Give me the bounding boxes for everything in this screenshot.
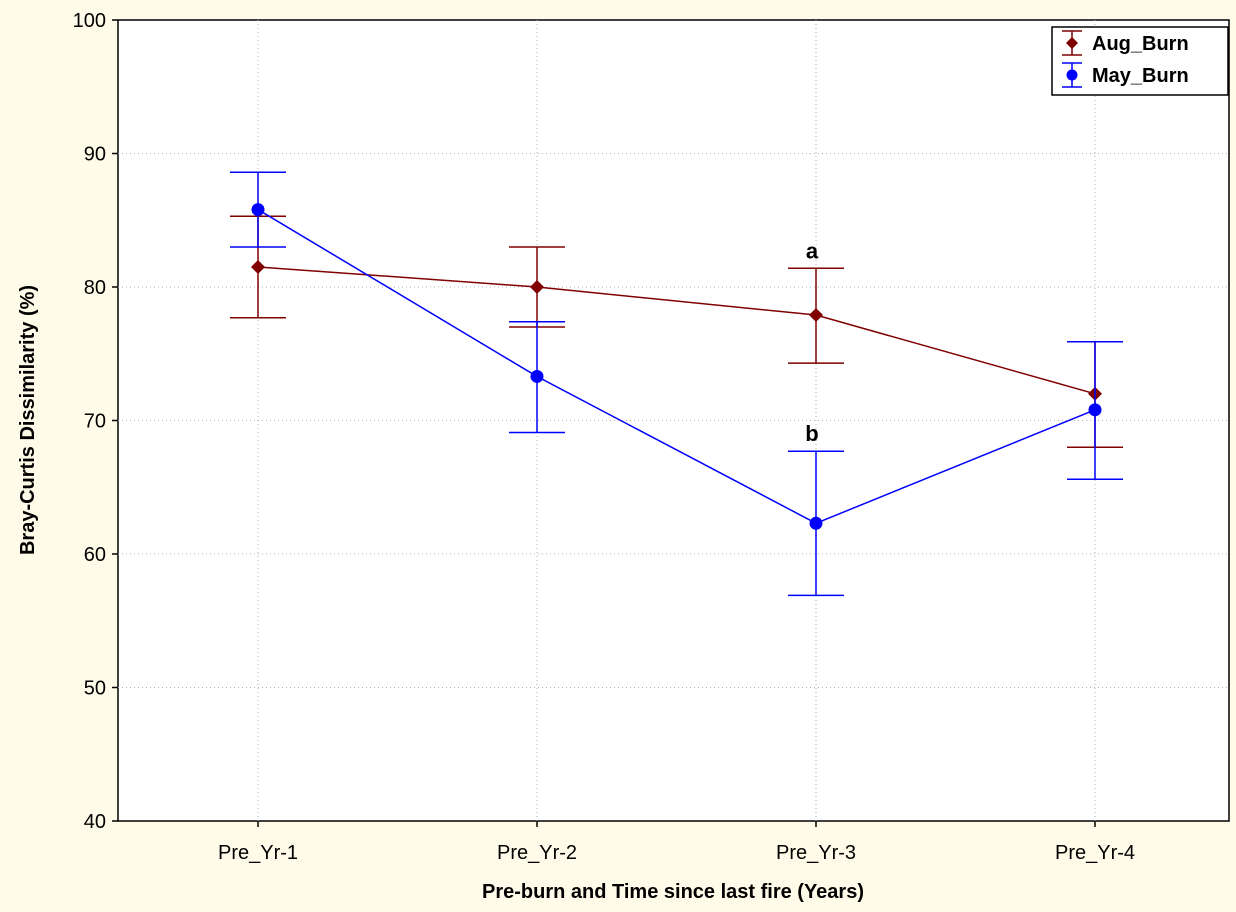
legend-label: Aug_Burn bbox=[1092, 33, 1189, 55]
data-point bbox=[809, 516, 823, 530]
x-axis-title: Pre-burn and Time since last fire (Years… bbox=[482, 881, 864, 903]
axes: 40 50 60 70 80 90 100 Pre_Yr-1 Pre_Yr-2 Pre_Yr-3 P… bbox=[73, 10, 1135, 864]
data-point bbox=[251, 259, 265, 274]
data-point bbox=[530, 369, 544, 383]
annotation-label: a bbox=[806, 238, 819, 263]
y-axis-title: Bray-Curtis Dissimilarity (%) bbox=[17, 285, 39, 555]
plot-area bbox=[117, 19, 1230, 822]
data-point bbox=[809, 308, 823, 323]
y-tick-label: 70 bbox=[84, 411, 106, 433]
x-tick-label: Pre_Yr-2 bbox=[497, 842, 577, 864]
series bbox=[230, 171, 1123, 597]
legend-marker bbox=[1066, 69, 1078, 81]
annotations: ab bbox=[805, 238, 819, 446]
series-may-burn bbox=[230, 171, 1123, 597]
data-point bbox=[251, 203, 265, 217]
y-tick-label: 50 bbox=[84, 678, 106, 700]
y-tick-label: 80 bbox=[84, 277, 106, 299]
legend: Aug_Burn May_Burn bbox=[1051, 26, 1229, 96]
data-point bbox=[530, 280, 544, 294]
series-line-aug-burn bbox=[257, 266, 1096, 395]
x-tick-label: Pre_Yr-3 bbox=[776, 842, 856, 864]
legend-marker bbox=[1066, 37, 1078, 49]
series-line-may-burn bbox=[257, 208, 1096, 525]
x-tick-label: Pre_Yr-1 bbox=[218, 842, 298, 864]
data-point bbox=[1088, 403, 1102, 417]
legend-label: May_Burn bbox=[1092, 65, 1189, 87]
y-tick-label: 100 bbox=[73, 10, 106, 32]
legend-item-may-burn: May_Burn bbox=[1062, 62, 1189, 88]
y-tick-label: 90 bbox=[84, 144, 106, 166]
y-tick-label: 40 bbox=[84, 811, 106, 833]
legend-item-aug-burn: Aug_Burn bbox=[1062, 30, 1189, 56]
annotation-label: b bbox=[805, 421, 818, 446]
y-tick-label: 60 bbox=[84, 544, 106, 566]
x-tick-label: Pre_Yr-4 bbox=[1055, 842, 1135, 864]
legend-box bbox=[1051, 26, 1229, 96]
